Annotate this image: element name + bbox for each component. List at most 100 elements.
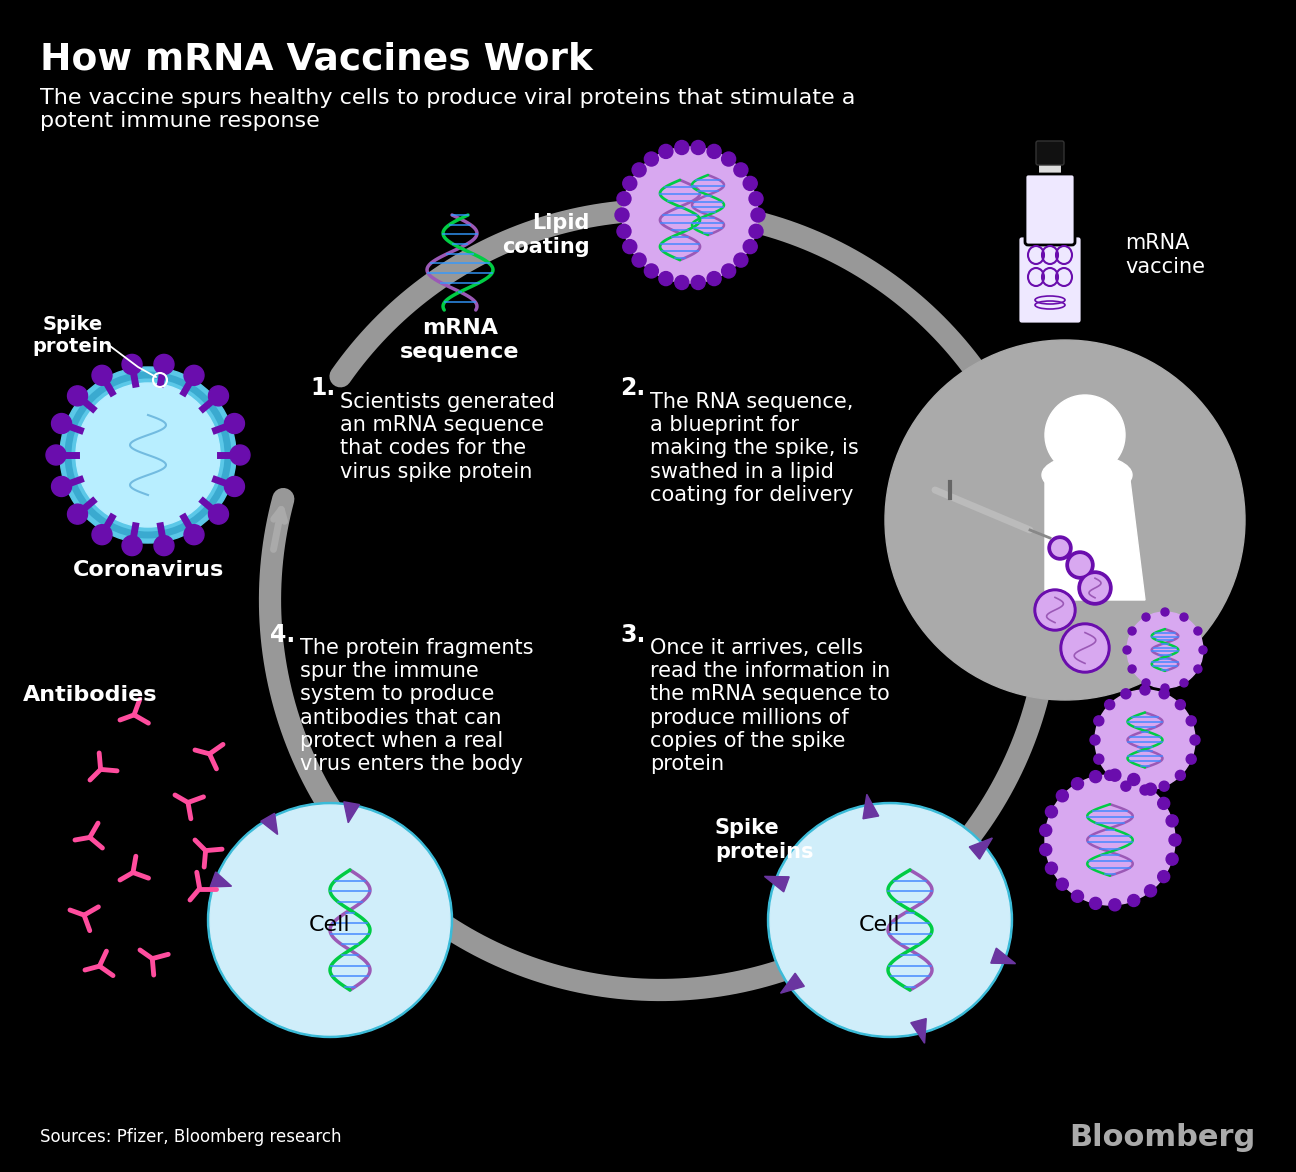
Circle shape bbox=[722, 152, 736, 166]
Circle shape bbox=[1090, 898, 1102, 909]
Circle shape bbox=[1072, 891, 1083, 902]
Circle shape bbox=[722, 264, 736, 278]
Polygon shape bbox=[911, 1018, 927, 1043]
Ellipse shape bbox=[1042, 455, 1131, 495]
Circle shape bbox=[1069, 554, 1091, 575]
Circle shape bbox=[92, 525, 111, 545]
Text: The protein fragments
spur the immune
system to produce
antibodies that can
prot: The protein fragments spur the immune sy… bbox=[299, 638, 534, 774]
Circle shape bbox=[1194, 627, 1201, 635]
Circle shape bbox=[184, 525, 203, 545]
Polygon shape bbox=[1045, 481, 1144, 600]
FancyBboxPatch shape bbox=[1025, 173, 1074, 245]
Circle shape bbox=[1166, 853, 1178, 865]
Circle shape bbox=[1175, 700, 1186, 709]
Polygon shape bbox=[765, 877, 789, 892]
Circle shape bbox=[1186, 716, 1196, 725]
Circle shape bbox=[750, 207, 765, 222]
Circle shape bbox=[1199, 646, 1207, 654]
Circle shape bbox=[691, 275, 705, 289]
Circle shape bbox=[1128, 612, 1203, 688]
Ellipse shape bbox=[767, 803, 1012, 1037]
Circle shape bbox=[623, 177, 636, 190]
Text: Cell: Cell bbox=[859, 915, 901, 935]
FancyBboxPatch shape bbox=[1038, 158, 1061, 180]
Circle shape bbox=[209, 504, 228, 524]
Text: 2.: 2. bbox=[619, 376, 645, 400]
Circle shape bbox=[1159, 782, 1169, 791]
Circle shape bbox=[67, 386, 88, 406]
Circle shape bbox=[1140, 684, 1150, 695]
Polygon shape bbox=[260, 813, 277, 834]
Circle shape bbox=[1056, 790, 1068, 802]
Circle shape bbox=[52, 414, 71, 434]
Circle shape bbox=[617, 192, 631, 206]
Circle shape bbox=[1067, 551, 1094, 579]
Circle shape bbox=[734, 253, 748, 267]
Polygon shape bbox=[343, 802, 359, 823]
Circle shape bbox=[691, 141, 705, 155]
Circle shape bbox=[1179, 613, 1188, 621]
Circle shape bbox=[1081, 574, 1109, 602]
Circle shape bbox=[1186, 754, 1196, 764]
Text: Bloomberg: Bloomberg bbox=[1069, 1123, 1256, 1152]
Circle shape bbox=[76, 383, 220, 527]
Circle shape bbox=[1128, 627, 1137, 635]
Circle shape bbox=[1037, 592, 1073, 628]
Text: Scientists generated
an mRNA sequence
that codes for the
virus spike protein: Scientists generated an mRNA sequence th… bbox=[340, 391, 555, 482]
Circle shape bbox=[1094, 754, 1104, 764]
Circle shape bbox=[1179, 679, 1188, 687]
Circle shape bbox=[632, 163, 647, 177]
Polygon shape bbox=[210, 872, 232, 887]
Text: mRNA
vaccine: mRNA vaccine bbox=[1125, 233, 1205, 277]
Polygon shape bbox=[991, 948, 1016, 963]
Circle shape bbox=[1194, 665, 1201, 673]
Circle shape bbox=[1128, 665, 1137, 673]
Circle shape bbox=[1157, 871, 1170, 883]
Circle shape bbox=[1039, 824, 1052, 837]
Circle shape bbox=[45, 445, 66, 465]
Text: Sources: Pfizer, Bloomberg research: Sources: Pfizer, Bloomberg research bbox=[40, 1127, 342, 1146]
Ellipse shape bbox=[210, 805, 450, 1035]
FancyBboxPatch shape bbox=[1036, 141, 1064, 165]
FancyBboxPatch shape bbox=[1017, 236, 1082, 323]
Circle shape bbox=[1175, 770, 1186, 781]
Circle shape bbox=[229, 445, 250, 465]
Circle shape bbox=[734, 163, 748, 177]
Circle shape bbox=[122, 536, 143, 556]
Circle shape bbox=[617, 224, 631, 238]
Circle shape bbox=[60, 367, 236, 543]
Circle shape bbox=[209, 386, 228, 406]
Text: 4.: 4. bbox=[270, 624, 295, 647]
Circle shape bbox=[1045, 395, 1125, 475]
Circle shape bbox=[749, 192, 763, 206]
Circle shape bbox=[623, 239, 636, 253]
Circle shape bbox=[92, 366, 111, 386]
Circle shape bbox=[1104, 700, 1115, 709]
Polygon shape bbox=[969, 838, 993, 859]
Circle shape bbox=[1161, 608, 1169, 616]
Circle shape bbox=[708, 272, 721, 286]
Circle shape bbox=[1109, 899, 1121, 911]
Circle shape bbox=[1142, 679, 1150, 687]
Ellipse shape bbox=[207, 803, 452, 1037]
Circle shape bbox=[644, 264, 658, 278]
Circle shape bbox=[1034, 590, 1076, 631]
Circle shape bbox=[1128, 774, 1139, 785]
Circle shape bbox=[1045, 775, 1175, 905]
Circle shape bbox=[1140, 785, 1150, 795]
Circle shape bbox=[1094, 716, 1104, 725]
Circle shape bbox=[1166, 815, 1178, 826]
Circle shape bbox=[1142, 613, 1150, 621]
Text: How mRNA Vaccines Work: How mRNA Vaccines Work bbox=[40, 42, 592, 79]
Circle shape bbox=[184, 366, 203, 386]
Circle shape bbox=[1190, 735, 1200, 745]
Circle shape bbox=[749, 224, 763, 238]
Circle shape bbox=[1060, 624, 1109, 673]
Ellipse shape bbox=[770, 805, 1010, 1035]
Text: Spike
protein: Spike protein bbox=[32, 314, 113, 355]
Circle shape bbox=[658, 272, 673, 286]
Circle shape bbox=[224, 414, 245, 434]
Circle shape bbox=[1157, 797, 1170, 810]
Circle shape bbox=[675, 141, 688, 155]
Circle shape bbox=[1048, 536, 1072, 560]
